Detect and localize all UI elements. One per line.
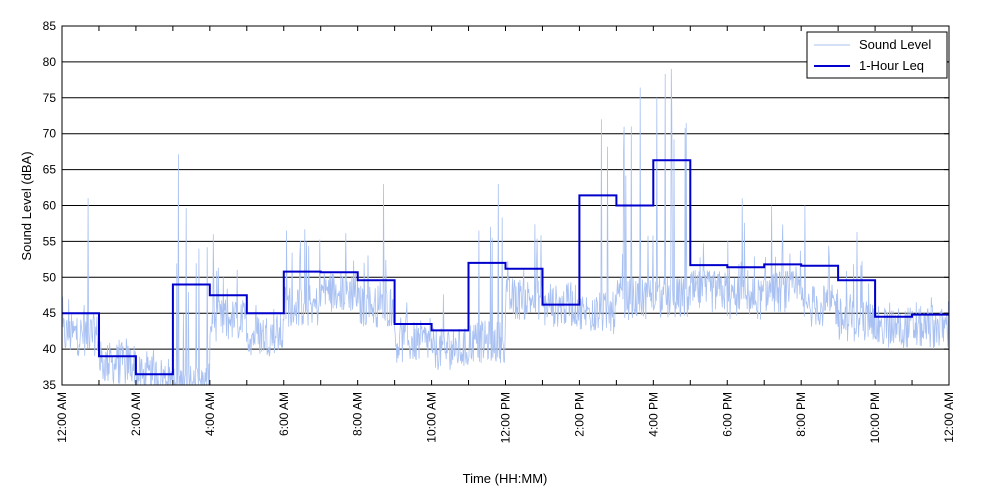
sound-level-series — [61, 68, 950, 386]
x-tick-label: 2:00 PM — [572, 392, 586, 437]
y-tick-label: 60 — [43, 199, 57, 213]
y-tick-label: 85 — [43, 19, 57, 33]
x-axis-title: Time (HH:MM) — [463, 471, 548, 486]
x-tick-label: 2:00 AM — [129, 392, 143, 436]
x-tick-label: 10:00 AM — [425, 392, 439, 443]
x-tick-label: 6:00 AM — [277, 392, 291, 436]
y-tick-label: 45 — [43, 306, 57, 320]
legend-label-leq: 1-Hour Leq — [859, 58, 924, 73]
legend-box — [806, 31, 948, 79]
y-axis-ticks: 35 40 45 50 55 60 65 70 75 80 85 — [43, 19, 57, 392]
legend-label-sound-level: Sound Level — [859, 37, 931, 52]
x-tick-label: 6:00 PM — [720, 392, 734, 437]
y-tick-label: 55 — [43, 234, 57, 248]
sound-level-line — [61, 68, 950, 386]
y-tick-label: 70 — [43, 127, 57, 141]
x-tick-label: 8:00 AM — [351, 392, 365, 436]
y-tick-label: 50 — [43, 270, 57, 284]
y-tick-label: 35 — [43, 378, 57, 392]
y-axis-title: Sound Level (dBA) — [19, 151, 34, 260]
legend: Sound Level 1-Hour Leq — [806, 31, 948, 79]
x-tick-label: 12:00 AM — [55, 392, 69, 443]
x-tick-label: 8:00 PM — [794, 392, 808, 437]
x-tick-label: 4:00 PM — [646, 392, 660, 437]
y-tick-label: 75 — [43, 91, 57, 105]
x-tick-label: 12:00 AM — [942, 392, 956, 443]
y-tick-label: 65 — [43, 163, 57, 177]
leq-step-line — [62, 159, 949, 376]
x-tick-label: 12:00 PM — [499, 392, 513, 443]
x-tick-label: 4:00 AM — [203, 392, 217, 436]
y-tick-label: 40 — [43, 342, 57, 356]
one-hour-leq-series — [62, 159, 949, 376]
x-tick-label: 10:00 PM — [868, 392, 882, 443]
y-tick-label: 80 — [43, 55, 57, 69]
x-axis-ticks: 12:00 AM 2:00 AM 4:00 AM 6:00 AM 8:00 AM 10:0… — [55, 25, 956, 443]
